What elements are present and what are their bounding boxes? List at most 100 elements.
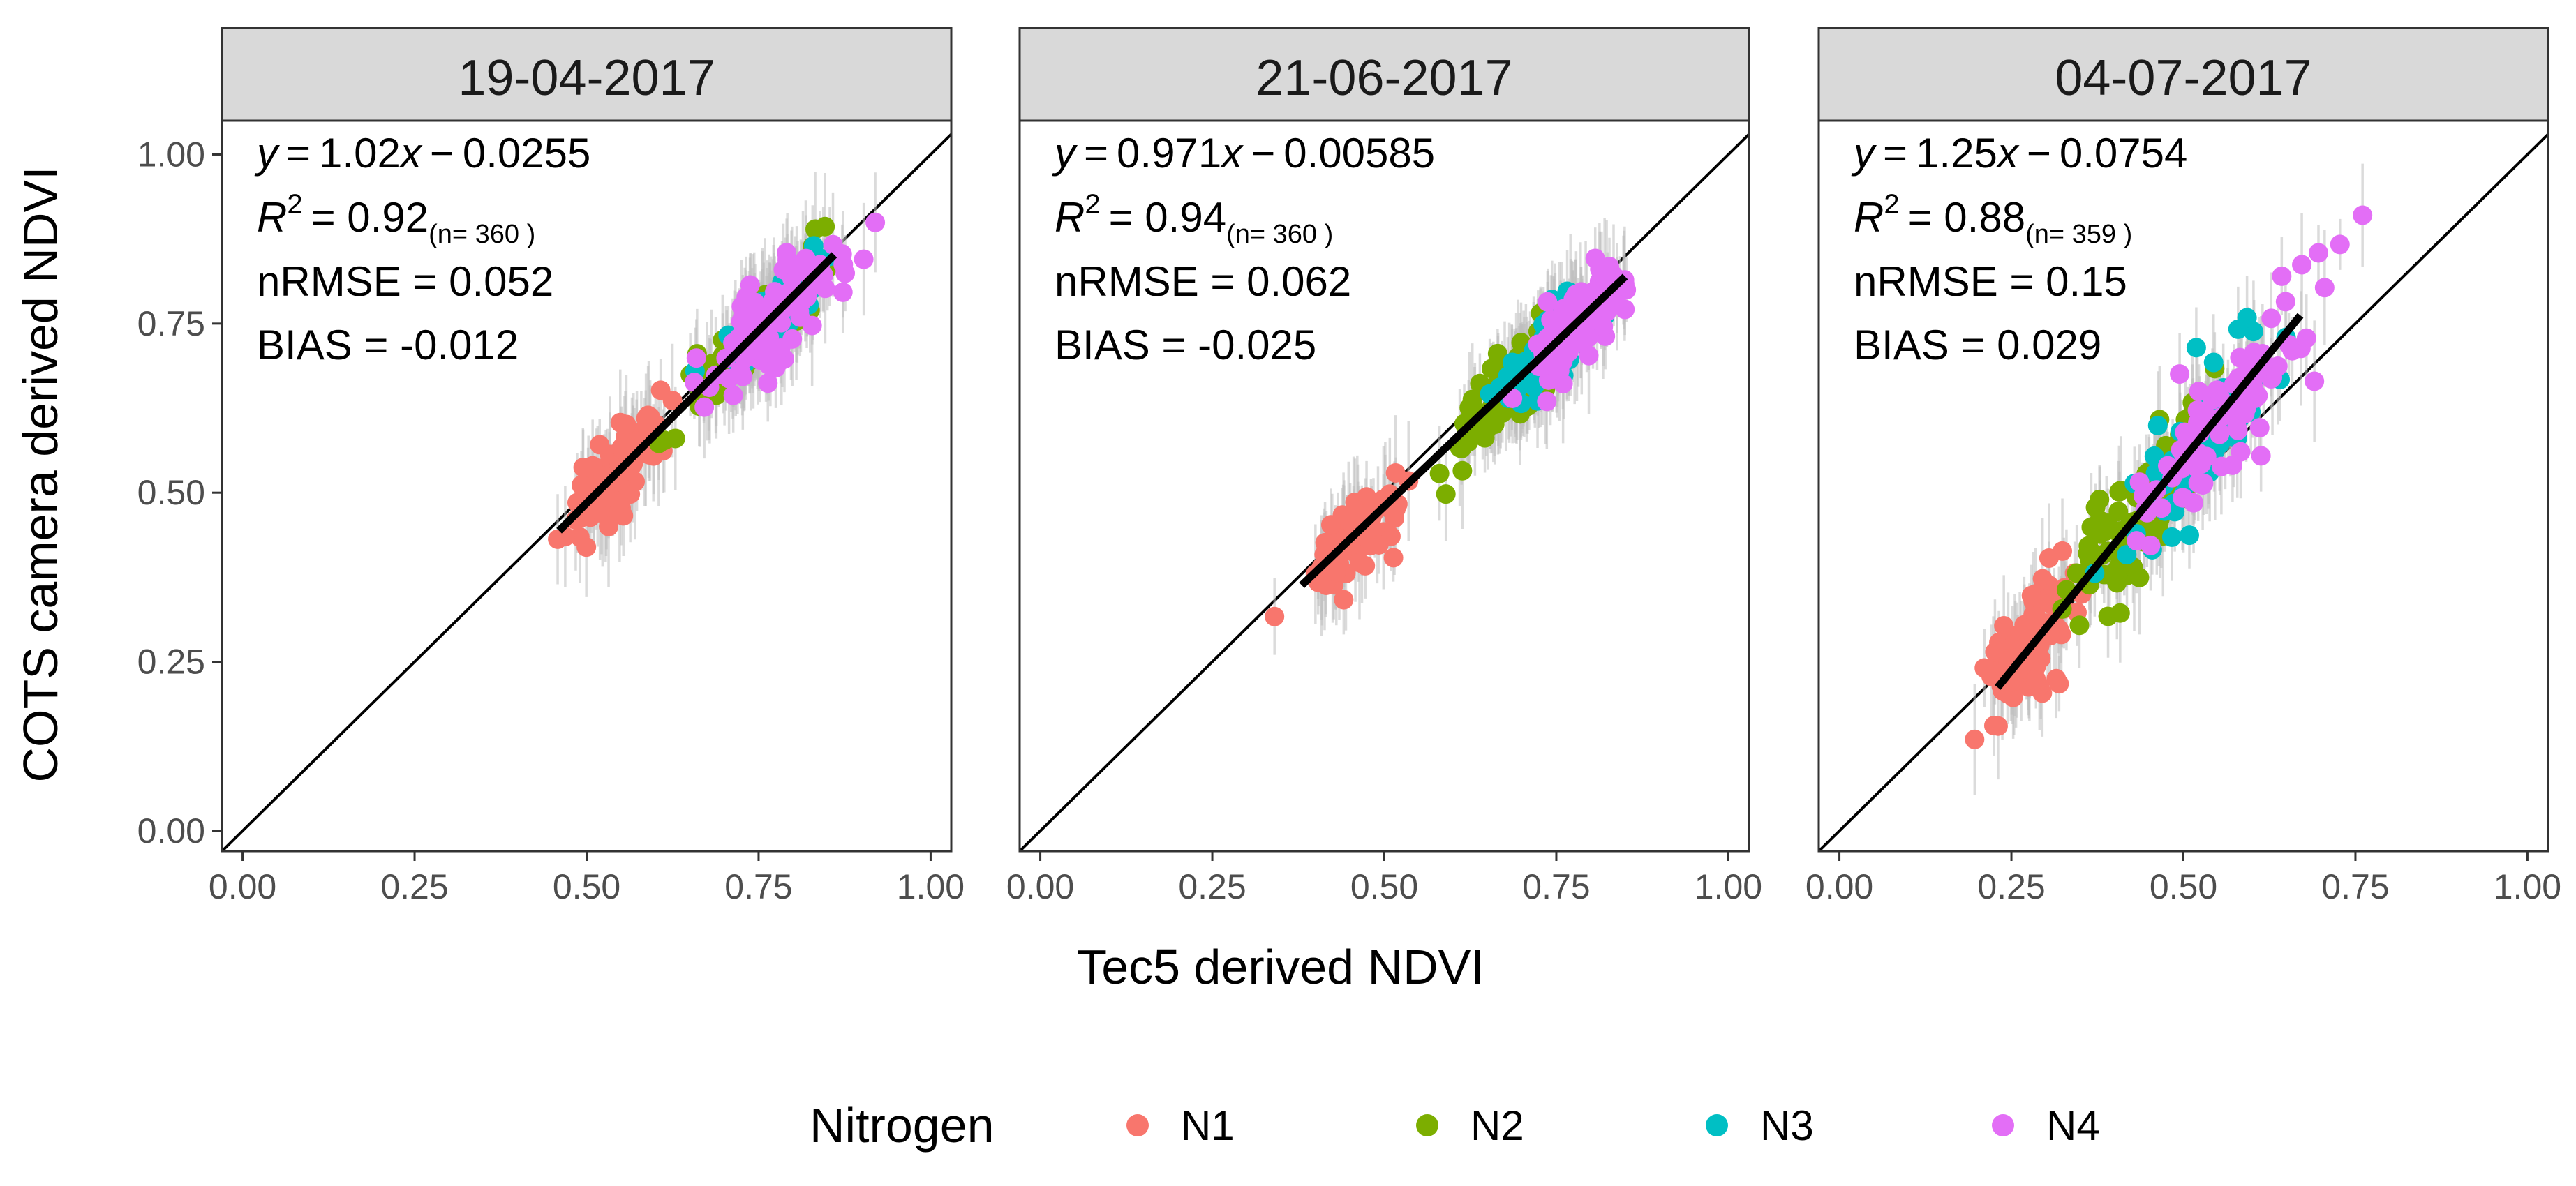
point-n2 [2067, 563, 2087, 583]
equation-part-x: x [1995, 130, 2020, 177]
point-n3 [2237, 308, 2257, 328]
legend-swatch [1706, 1114, 1728, 1136]
point-n1 [573, 458, 593, 478]
equation-part-eqsign: = [286, 130, 311, 177]
point-n3 [2180, 525, 2200, 546]
point-n4 [2210, 424, 2230, 444]
point-n4 [1579, 345, 1599, 366]
regression-line [556, 252, 837, 534]
point-n2 [2069, 615, 2090, 636]
equation-part-eqsign: = [1084, 130, 1108, 177]
legend-label: N2 [1471, 1102, 1524, 1149]
point-n1 [2026, 669, 2046, 689]
panel-3: 04-07-2017 0.00 0.25 0.50 0.75 1.00 y = 1.25x −0.… [1806, 27, 2561, 906]
legend: Nitrogen N1 N2 N3 N4 [810, 1098, 2100, 1153]
point-n2 [1459, 398, 1480, 418]
point-n4 [854, 249, 874, 269]
x-axis-title: Tec5 derived NDVI [1077, 940, 1484, 994]
sample-size: (n= 359 ) [2025, 220, 2132, 249]
point-n4 [1570, 289, 1591, 309]
legend-entry-n1: N1 [1126, 1102, 1235, 1149]
point-n1 [616, 414, 636, 435]
point-n4 [723, 385, 743, 405]
r-symbol: R [257, 194, 287, 241]
x-tick-label: 0.25 [380, 867, 448, 906]
legend-label: N3 [1760, 1102, 1814, 1149]
equation-part-y: y [254, 130, 281, 177]
point-n2 [2099, 564, 2120, 585]
point-n1 [1326, 562, 1346, 583]
point-n4 [835, 263, 856, 283]
bias-label: BIAS = 0.029 [1854, 322, 2101, 368]
y-tick-label: 0.50 [137, 473, 205, 512]
point-n1 [1320, 515, 1341, 535]
point-n1 [590, 435, 610, 455]
bias-label: BIAS = -0.012 [257, 322, 519, 368]
point-n4 [1553, 352, 1573, 372]
y-tick-label: 0.00 [137, 811, 205, 850]
point-n4 [2175, 422, 2195, 442]
point-n4 [794, 257, 814, 277]
point-n1 [1965, 729, 1985, 749]
legend-swatch [1416, 1114, 1438, 1136]
point-n4 [865, 212, 886, 232]
point-n4 [1551, 306, 1572, 326]
panel-1: 19-04-2017 0.00 0.25 0.50 0.75 1.00 0.00 0.25 0.… [137, 27, 965, 906]
x-tick-label: 1.00 [1695, 867, 1762, 906]
point-n2 [2097, 520, 2117, 541]
point-n2 [1429, 463, 1450, 483]
point-n4 [2211, 456, 2231, 476]
point-n4 [1585, 248, 1605, 269]
point-n1 [572, 475, 592, 495]
equation-part-intercept: 0.0754 [2060, 130, 2188, 177]
equation-part-slope: 0.971 [1117, 130, 1221, 177]
point-n1 [1383, 548, 1404, 568]
r-squared-value: = 0.92 [311, 194, 429, 241]
point-n1 [1265, 606, 1285, 626]
regression-equation: y = 1.25x −0.0754 [1851, 130, 2187, 177]
point-n4 [745, 292, 765, 313]
equation-part-minus: − [1251, 130, 1275, 177]
equation-part-x: x [1219, 130, 1244, 177]
point-n1 [1983, 716, 2004, 736]
r-superscript: 2 [1884, 189, 1899, 220]
x-tick-label: 0.00 [1806, 867, 1873, 906]
regression-line [1995, 313, 2304, 690]
legend-entry-n4: N4 [1992, 1102, 2100, 1149]
point-n1 [576, 537, 597, 557]
nrmse-label: nRMSE = 0.15 [1854, 258, 2127, 305]
point-n4 [2353, 205, 2373, 225]
regression-equation: y = 1.02x −0.0255 [254, 130, 590, 177]
r-symbol: R [1055, 194, 1085, 241]
point-n4 [2330, 234, 2350, 255]
x-tick-label: 0.25 [1977, 867, 2045, 906]
point-n1 [2010, 626, 2030, 646]
point-n4 [2228, 420, 2248, 440]
equation-part-slope: 1.25 [1916, 130, 1997, 177]
x-tick-label: 0.00 [1006, 867, 1074, 906]
x-tick-label: 0.50 [1350, 867, 1418, 906]
point-n2 [2085, 497, 2106, 518]
equation-part-y: y [1851, 130, 1877, 177]
point-n4 [2314, 278, 2335, 298]
legend-entry-n3: N3 [1706, 1102, 1814, 1149]
panels: 19-04-2017 0.00 0.25 0.50 0.75 1.00 0.00 0.25 0.… [137, 27, 2561, 906]
regression-equation: y = 0.971x −0.00585 [1052, 130, 1435, 177]
legend-entry-n2: N2 [1416, 1102, 1524, 1149]
point-n3 [2186, 338, 2206, 358]
point-n4 [719, 368, 739, 389]
sample-size: (n= 360 ) [1226, 220, 1333, 249]
r-squared-label: R2 = 0.88(n= 359 ) [1854, 189, 2132, 249]
point-n2 [2081, 517, 2101, 537]
r-superscript: 2 [287, 189, 302, 220]
point-n1 [662, 391, 683, 411]
equation-part-intercept: 0.0255 [463, 130, 591, 177]
x-tick-label: 0.50 [2150, 867, 2217, 906]
point-n4 [2187, 400, 2208, 421]
point-n4 [2308, 243, 2328, 263]
point-n4 [2296, 328, 2316, 348]
point-n4 [2292, 255, 2312, 275]
r-superscript: 2 [1085, 189, 1100, 220]
r-squared-value: = 0.94 [1109, 194, 1227, 241]
r-squared-label: R2 = 0.92(n= 360 ) [257, 189, 535, 249]
